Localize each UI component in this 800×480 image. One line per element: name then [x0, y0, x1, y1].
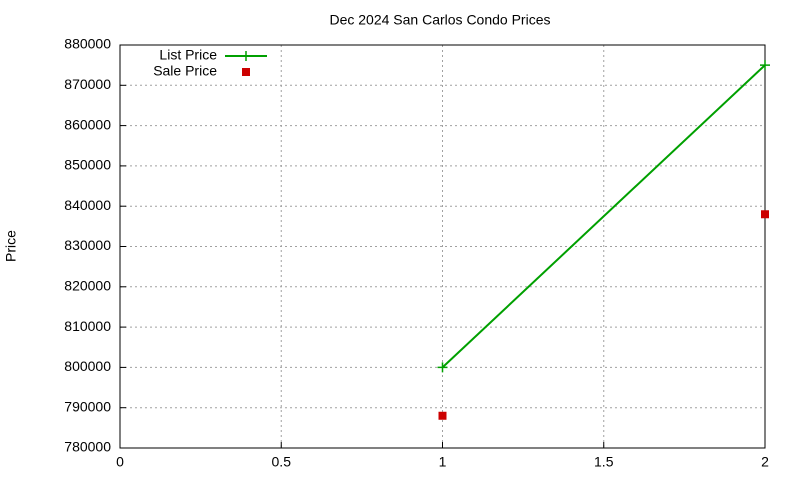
x-tick-label: 0.5 — [272, 454, 292, 470]
y-tick-label: 820000 — [64, 278, 111, 294]
legend-marker — [241, 51, 251, 61]
x-tick-label: 0 — [116, 454, 124, 470]
chart-title: Dec 2024 San Carlos Condo Prices — [329, 12, 550, 28]
y-axis-label: Price — [3, 230, 19, 262]
y-tick-label: 800000 — [64, 358, 111, 374]
data-point — [760, 60, 770, 71]
data-point — [761, 210, 769, 219]
data-point — [438, 411, 447, 420]
y-tick-label: 870000 — [64, 76, 111, 92]
y-tick-label: 790000 — [64, 398, 111, 414]
x-tick-label: 1 — [439, 454, 447, 470]
legend-label: Sale Price — [153, 63, 217, 79]
legend-label: List Price — [159, 47, 217, 63]
y-tick-label: 850000 — [64, 157, 111, 173]
y-tick-label: 780000 — [64, 439, 111, 455]
y-tick-label: 860000 — [64, 116, 111, 132]
y-tick-label: 880000 — [64, 36, 111, 52]
y-tick-label: 830000 — [64, 237, 111, 253]
x-tick-label: 2 — [761, 454, 769, 470]
data-point — [437, 362, 448, 373]
legend-marker — [242, 68, 250, 76]
y-tick-label: 840000 — [64, 197, 111, 213]
plot-border — [119, 44, 766, 449]
series-line — [441, 64, 766, 369]
x-tick-label: 1.5 — [594, 454, 614, 470]
y-tick-label: 810000 — [64, 318, 111, 334]
